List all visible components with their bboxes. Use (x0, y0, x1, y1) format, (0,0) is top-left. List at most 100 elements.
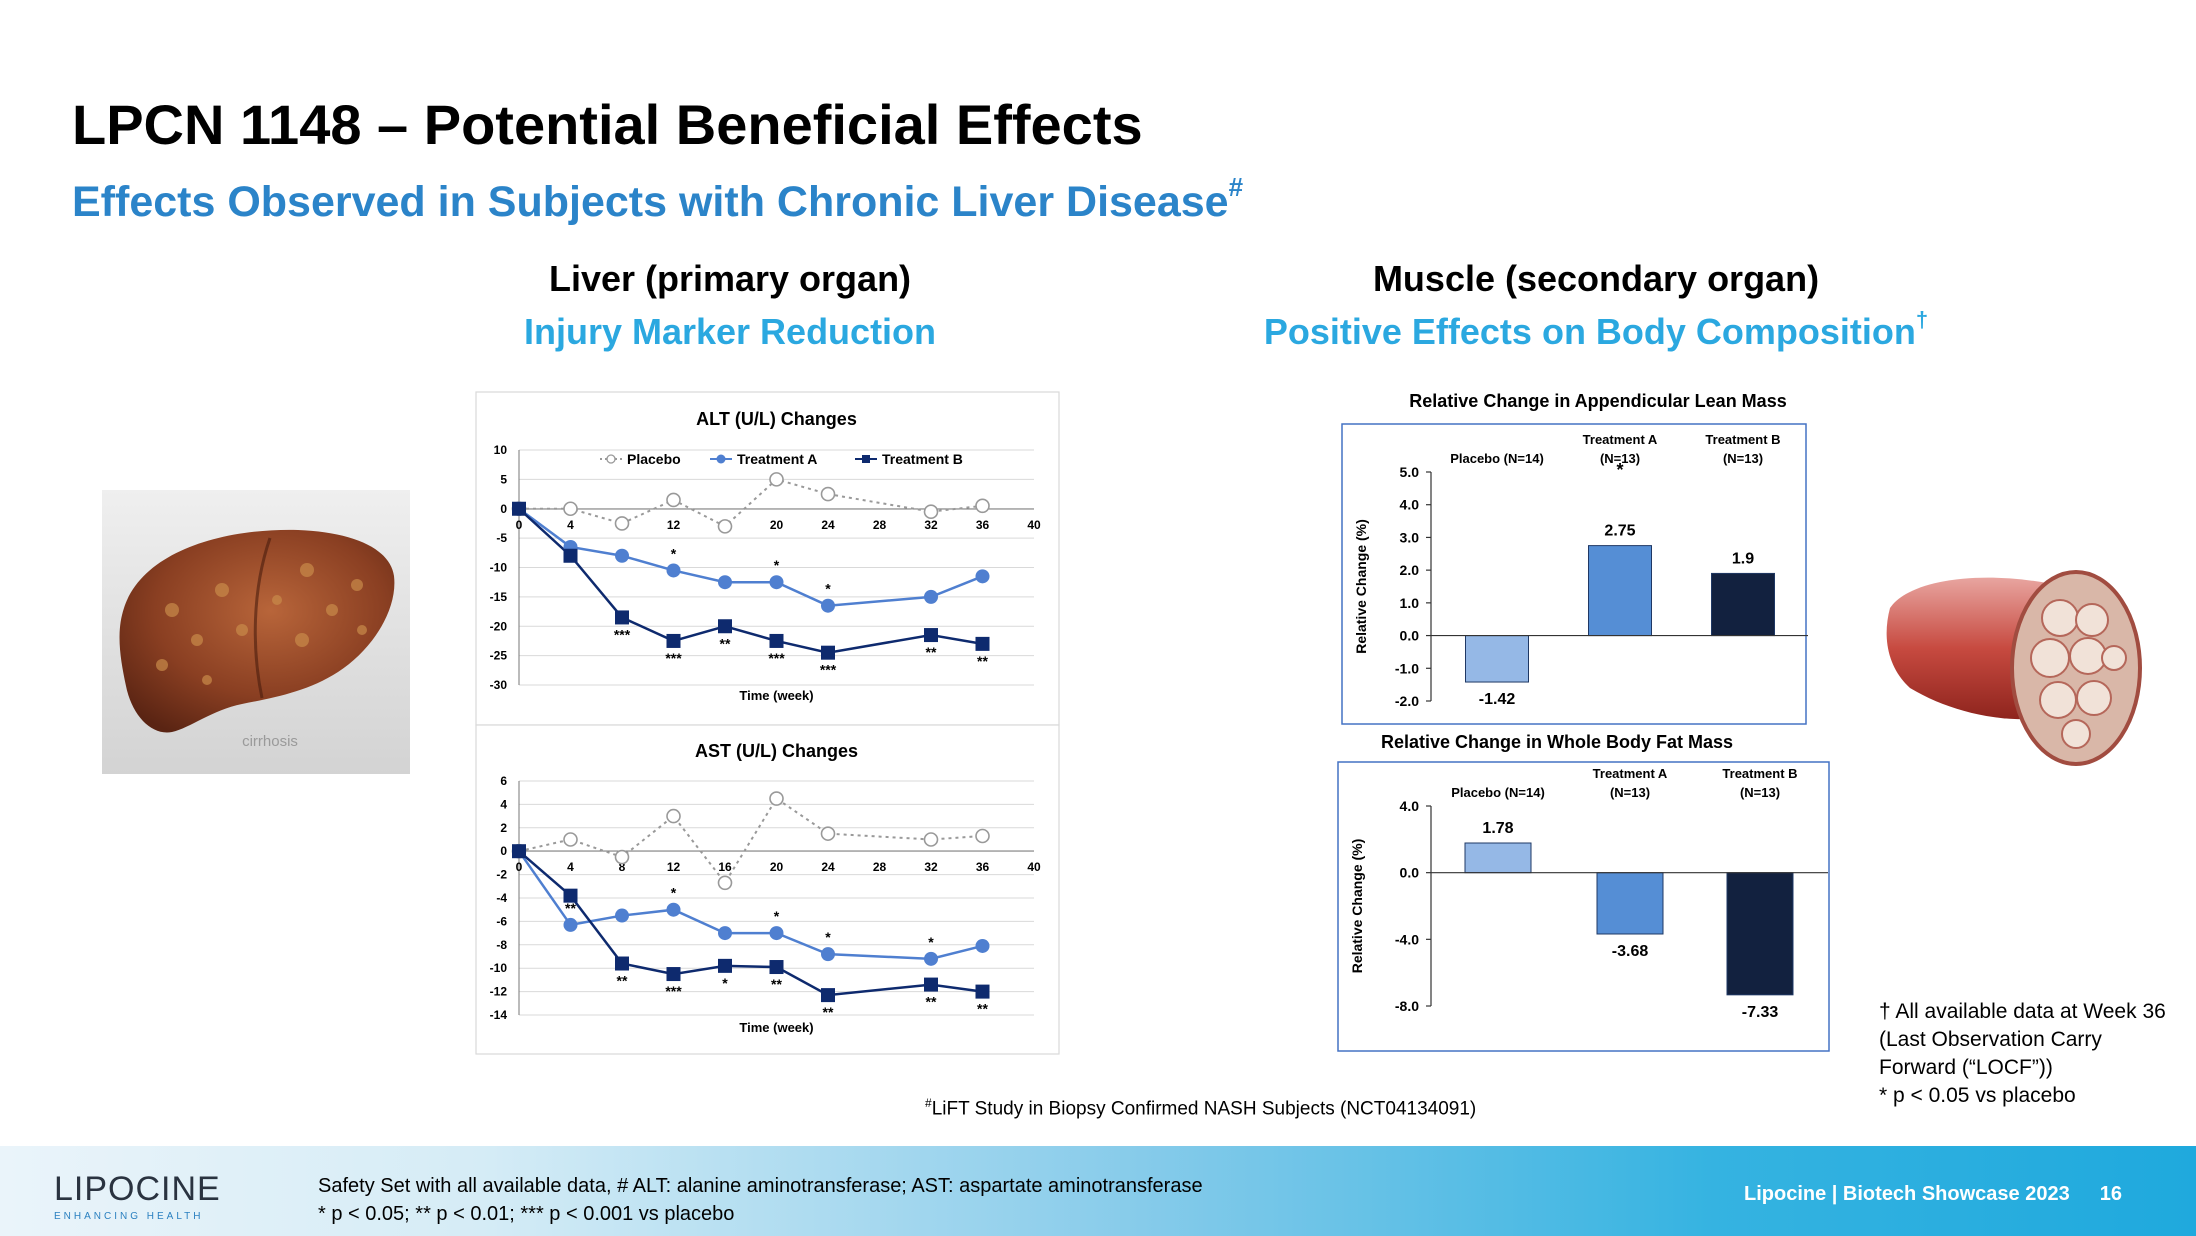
alt-ytick-label: 10 (494, 443, 508, 457)
alt-chart-frame (475, 391, 1060, 726)
fat-data-label: -7.33 (1742, 1004, 1779, 1021)
lean-ytick-label: 3.0 (1400, 529, 1420, 545)
liver-shape (119, 529, 395, 733)
fat-data-label: -3.68 (1612, 943, 1649, 960)
subtitle-mark: # (1228, 172, 1244, 202)
study-footnote-mark: # (925, 1096, 932, 1110)
ast-ytick-label: -10 (490, 961, 508, 975)
ast-point-0 (923, 832, 939, 847)
page-number: 16 (2099, 1183, 2122, 1205)
ast-xtick-label: 32 (924, 860, 938, 874)
lean-category-label: Treatment B (1705, 432, 1780, 447)
fat-bar-0 (1464, 842, 1532, 874)
muscle-subheading: Positive Effects on Body Composition† (1196, 307, 1996, 353)
footer-notes: Safety Set with all available data, # AL… (318, 1172, 1203, 1228)
alt-significance-mark: ** (977, 653, 988, 669)
ast-point-1 (975, 938, 990, 953)
alt-point-2 (769, 633, 784, 648)
alt-significance-mark: *** (665, 650, 682, 666)
alt-ytick-label: -25 (490, 649, 508, 663)
ast-xtick-label: 0 (516, 860, 523, 874)
alt-point-0 (769, 472, 784, 487)
alt-x-axis-label: Time (week) (739, 688, 813, 703)
fat-bar-2 (1726, 872, 1794, 996)
ast-point-1 (821, 947, 835, 962)
alt-point-2 (975, 636, 990, 651)
lean-category-label: Treatment A (1583, 432, 1658, 447)
lean-data-label: 1.9 (1732, 550, 1754, 567)
ast-significance-mark: * (928, 934, 934, 950)
ast-xtick-label: 28 (873, 860, 887, 874)
lean-bar-0 (1465, 635, 1529, 683)
fat-ytick-label: -4.0 (1395, 931, 1419, 947)
alt-point-1 (821, 598, 835, 613)
ast-xtick-label: 40 (1027, 860, 1041, 874)
ast-xtick-label: 8 (619, 860, 626, 874)
ast-significance-mark: ** (771, 976, 782, 992)
ast-point-1 (718, 926, 732, 941)
ast-significance-mark: ** (565, 900, 576, 916)
ast-point-0 (717, 875, 733, 891)
alt-point-0 (614, 516, 630, 531)
alt-significance-mark: *** (768, 650, 785, 666)
ast-ytick-label: -2 (496, 868, 507, 882)
lean-category-label: (N=13) (1600, 451, 1640, 466)
lean-ytick-label: -2.0 (1395, 693, 1419, 709)
alt-xtick-label: 40 (1027, 518, 1041, 532)
slide-subtitle: Effects Observed in Subjects with Chroni… (72, 172, 1243, 227)
lean-bar-2 (1711, 572, 1775, 637)
alt-point-2 (563, 548, 578, 563)
ast-ytick-label: 0 (500, 844, 507, 858)
alt-chart: 1050-5-10-15-20-25-300481216202428323640… (475, 391, 1060, 726)
alt-point-2 (718, 619, 732, 634)
fat-category-label: (N=13) (1740, 785, 1780, 800)
alt-ytick-label: 0 (500, 502, 507, 516)
ast-chart-title: AST (U/L) Changes (695, 741, 858, 761)
ast-point-0 (614, 849, 630, 865)
alt-significance-mark: * (825, 581, 831, 597)
lean-y-axis-label: Relative Change (%) (1353, 519, 1369, 654)
ast-ytick-label: -6 (496, 914, 507, 928)
alt-significance-mark: * (774, 557, 780, 573)
fat-ytick-label: 4.0 (1400, 798, 1420, 814)
ast-significance-mark: ** (823, 1004, 834, 1020)
liver-heading: Liver (primary organ) (548, 258, 912, 299)
fat-data-label: 1.78 (1482, 820, 1513, 837)
alt-ytick-label: 5 (500, 472, 507, 486)
event-label: Lipocine | Biotech Showcase 2023 (1744, 1183, 2070, 1205)
alt-xtick-label: 20 (770, 518, 784, 532)
ast-point-1 (769, 926, 784, 941)
ast-ytick-label: -12 (490, 985, 508, 999)
ast-xtick-label: 24 (821, 860, 835, 874)
ast-xtick-label: 12 (667, 860, 681, 874)
lean-significance-mark: * (1616, 460, 1623, 480)
alt-point-2 (924, 628, 938, 643)
footer-bar (0, 1146, 2196, 1236)
alt-significance-mark: * (671, 545, 677, 561)
logo-tagline: ENHANCING HEALTH (54, 1211, 204, 1222)
alt-ytick-label: -10 (490, 561, 508, 575)
ast-point-2 (821, 988, 835, 1003)
ast-point-0 (666, 808, 681, 824)
alt-legend: Placebo Treatment A Treatment B (600, 451, 963, 467)
lean-data-label: 2.75 (1604, 523, 1635, 540)
ast-significance-mark: ** (926, 994, 937, 1010)
fat-ytick-label: -8.0 (1395, 998, 1419, 1014)
fat-category-label: Placebo (N=14) (1451, 785, 1545, 800)
alt-significance-mark: ** (926, 644, 937, 660)
ast-point-0 (769, 791, 784, 806)
ast-point-1 (615, 908, 629, 923)
muscle-subheading-mark: † (1915, 307, 1929, 332)
legend-marker (716, 454, 726, 464)
lean-ytick-label: 1.0 (1400, 595, 1420, 611)
alt-significance-mark: ** (720, 635, 731, 651)
alt-point-0 (975, 498, 990, 514)
ast-point-2 (769, 960, 784, 975)
ast-ytick-label: -4 (496, 891, 507, 905)
fat-category-label: (N=13) (1610, 785, 1650, 800)
alt-xtick-label: 0 (516, 518, 523, 532)
ast-ytick-label: 2 (500, 821, 507, 835)
ast-ytick-label: -8 (496, 938, 507, 952)
ast-xtick-label: 36 (976, 860, 990, 874)
